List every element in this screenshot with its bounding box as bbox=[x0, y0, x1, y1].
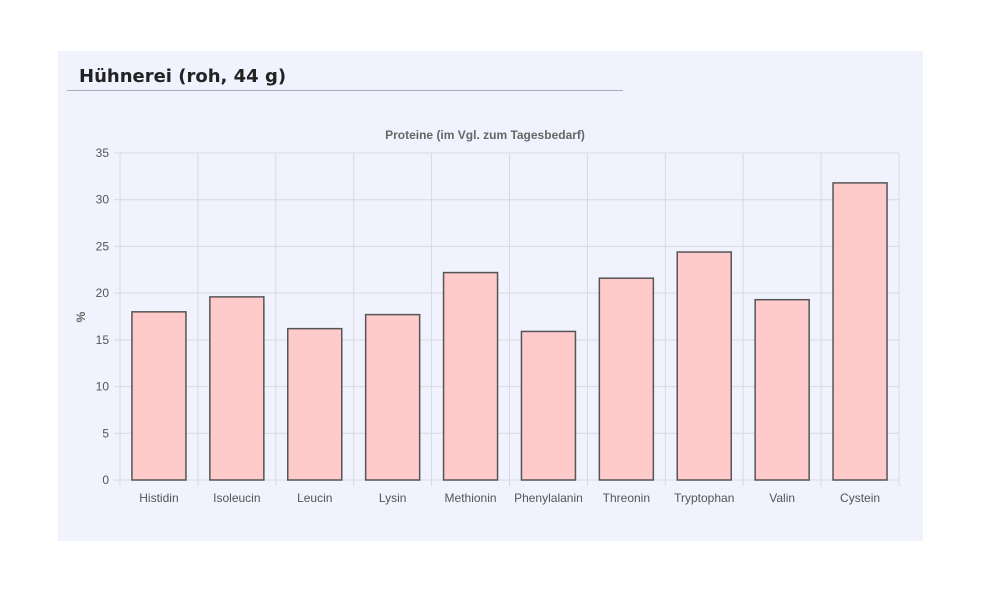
protein-bar-chart: Proteine (im Vgl. zum Tagesbedarf) % 0 5 1… bbox=[74, 128, 900, 505]
title-divider bbox=[67, 90, 623, 91]
bar-leucin[interactable] bbox=[287, 327, 343, 481]
y-tick-labels: 0 5 10 15 20 25 30 35 bbox=[96, 146, 110, 487]
chart-title: Proteine (im Vgl. zum Tagesbedarf) bbox=[385, 128, 585, 142]
x-tick-label: Histidin bbox=[139, 491, 178, 505]
y-tick-label: 25 bbox=[96, 239, 110, 253]
bar-layer bbox=[131, 182, 888, 481]
x-tick-labels: Histidin Isoleucin Leucin Lysin Methionin Phe… bbox=[139, 491, 880, 505]
y-tick-label: 10 bbox=[96, 380, 110, 394]
x-tick-label: Lysin bbox=[379, 491, 407, 505]
bar-lysin[interactable] bbox=[364, 313, 421, 481]
bar-histidin[interactable] bbox=[131, 311, 187, 481]
x-tick-label: Cystein bbox=[840, 491, 880, 505]
y-tick-label: 20 bbox=[96, 286, 110, 300]
y-tick-label: 30 bbox=[96, 193, 110, 207]
x-tick-label: Tryptophan bbox=[674, 491, 734, 505]
y-tick-label: 0 bbox=[102, 473, 109, 487]
bar-threonin[interactable] bbox=[598, 277, 655, 481]
bar-isoleucin[interactable] bbox=[209, 296, 265, 481]
bar-phenylalanin[interactable] bbox=[520, 330, 577, 481]
bar-cystein[interactable] bbox=[832, 182, 888, 481]
y-tick-label: 15 bbox=[96, 333, 110, 347]
panel-title: Hühnerei (roh, 44 g) bbox=[79, 66, 287, 87]
bar-valin[interactable] bbox=[754, 298, 810, 481]
x-tick-label: Methionin bbox=[445, 491, 497, 505]
y-axis-label: % bbox=[74, 311, 88, 322]
bar-methionin[interactable] bbox=[442, 271, 499, 481]
x-tick-label: Valin bbox=[769, 491, 795, 505]
x-tick-label: Isoleucin bbox=[213, 491, 260, 505]
bar-tryptophan[interactable] bbox=[676, 251, 732, 481]
x-tick-label: Threonin bbox=[603, 491, 650, 505]
y-tick-label: 35 bbox=[96, 146, 110, 160]
x-tick-label: Phenylalanin bbox=[514, 491, 583, 505]
nutrition-panel: Hühnerei (roh, 44 g) Proteine (im Vgl. z… bbox=[58, 51, 923, 541]
y-tick-label: 5 bbox=[102, 426, 109, 440]
x-tick-label: Leucin bbox=[297, 491, 332, 505]
